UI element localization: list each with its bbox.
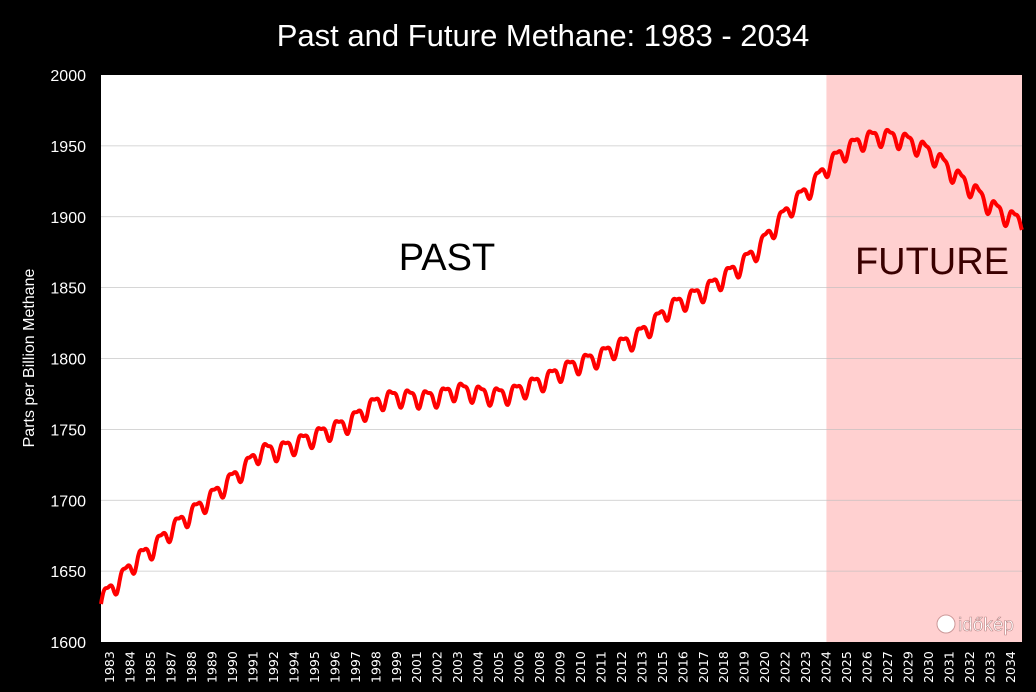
- x-tick-label: 1992: [266, 651, 281, 683]
- x-tick-label: 2009: [553, 651, 568, 683]
- x-tick-label: 2020: [757, 651, 772, 683]
- y-tick-label: 1700: [50, 493, 86, 510]
- y-tick-label: 1650: [50, 564, 86, 581]
- watermark-text: időkép: [958, 615, 1014, 636]
- x-tick-label: 2026: [860, 651, 875, 683]
- x-tick-label: 1997: [348, 651, 363, 683]
- x-tick-label: 2004: [471, 651, 486, 683]
- y-axis-label: Parts per Billion Methane: [21, 269, 38, 448]
- x-tick-label: 2032: [962, 651, 977, 683]
- y-tick-label: 1600: [50, 635, 86, 652]
- x-tick-label: 2002: [430, 651, 445, 683]
- past-annotation: PAST: [399, 237, 495, 279]
- future-annotation: FUTURE: [855, 241, 1009, 283]
- y-tick-label: 1800: [50, 352, 86, 369]
- x-tick-label: 1990: [225, 651, 240, 683]
- x-tick-label: 2001: [409, 651, 424, 683]
- x-tick-label: 2030: [921, 651, 936, 683]
- x-tick-label: 2005: [491, 651, 506, 683]
- x-tick-label: 1996: [327, 651, 342, 683]
- x-tick-label: 2008: [532, 651, 547, 683]
- chart-title: Past and Future Methane: 1983 - 2034: [277, 18, 810, 53]
- y-tick-label: 1950: [50, 139, 86, 156]
- x-tick-label: 2034: [1003, 651, 1018, 683]
- y-tick-label: 1750: [50, 422, 86, 439]
- x-tick-label: 1995: [307, 651, 322, 683]
- watermark-logo: időkép: [936, 614, 1014, 636]
- x-tick-label: 1998: [368, 651, 383, 683]
- watermark-icon: [936, 614, 956, 634]
- x-tick-label: 2033: [982, 651, 997, 683]
- x-tick-label: 2017: [696, 651, 711, 683]
- x-tick-label: 1991: [246, 651, 261, 683]
- y-tick-label: 1850: [50, 281, 86, 298]
- x-tick-label: 1985: [143, 651, 158, 683]
- x-tick-label: 1988: [184, 651, 199, 683]
- x-tick-label: 2019: [737, 651, 752, 683]
- x-tick-label: 2003: [450, 651, 465, 683]
- x-tick-label: 2018: [716, 651, 731, 683]
- x-tick-label: 1999: [389, 651, 404, 683]
- x-tick-label: 1989: [205, 651, 220, 683]
- x-tick-label: 2012: [614, 651, 629, 683]
- x-tick-label: 2016: [675, 651, 690, 683]
- x-tick-label: 1994: [286, 651, 301, 683]
- x-tick-label: 1984: [123, 651, 138, 683]
- x-tick-label: 2010: [573, 651, 588, 683]
- x-tick-label: 2013: [634, 651, 649, 683]
- y-tick-label: 1900: [50, 210, 86, 227]
- x-tick-label: 2025: [839, 651, 854, 683]
- methane-line: [99, 127, 1024, 605]
- x-tick-label: 2027: [880, 651, 895, 683]
- x-tick-label: 2029: [900, 651, 915, 683]
- x-tick-label: 2022: [778, 651, 793, 683]
- y-tick-label: 2000: [50, 68, 86, 85]
- x-tick-label: 2024: [819, 651, 834, 683]
- x-tick-label: 2023: [798, 651, 813, 683]
- x-tick-label: 2006: [512, 651, 527, 683]
- x-tick-label: 2031: [941, 651, 956, 683]
- x-tick-label: 2015: [655, 651, 670, 683]
- x-tick-label: 1983: [102, 651, 117, 683]
- x-tick-label: 2011: [593, 651, 608, 683]
- x-tick-label: 1987: [164, 651, 179, 683]
